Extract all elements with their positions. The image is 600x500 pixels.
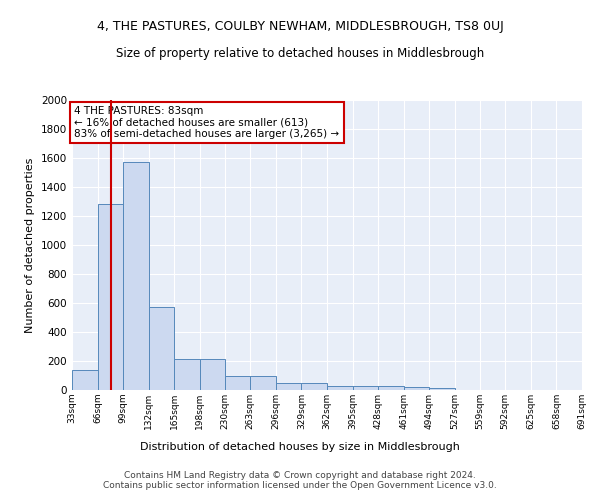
Bar <box>149 308 175 390</box>
Text: Distribution of detached houses by size in Middlesbrough: Distribution of detached houses by size … <box>140 442 460 452</box>
Bar <box>200 359 226 390</box>
Bar <box>327 386 353 390</box>
Bar <box>250 376 276 390</box>
Bar <box>404 387 430 390</box>
Bar <box>378 386 404 390</box>
Text: 4 THE PASTURES: 83sqm
← 16% of detached houses are smaller (613)
83% of semi-det: 4 THE PASTURES: 83sqm ← 16% of detached … <box>74 106 340 139</box>
Y-axis label: Number of detached properties: Number of detached properties <box>25 158 35 332</box>
Text: Contains HM Land Registry data © Crown copyright and database right 2024.
Contai: Contains HM Land Registry data © Crown c… <box>103 470 497 490</box>
Bar <box>72 370 98 390</box>
Bar <box>353 386 378 390</box>
Bar <box>98 204 123 390</box>
Text: 4, THE PASTURES, COULBY NEWHAM, MIDDLESBROUGH, TS8 0UJ: 4, THE PASTURES, COULBY NEWHAM, MIDDLESB… <box>97 20 503 33</box>
Text: Size of property relative to detached houses in Middlesbrough: Size of property relative to detached ho… <box>116 48 484 60</box>
Bar <box>430 388 455 390</box>
Bar <box>175 359 200 390</box>
Bar <box>224 376 250 390</box>
Bar <box>123 162 149 390</box>
Bar <box>301 383 327 390</box>
Bar <box>276 383 301 390</box>
